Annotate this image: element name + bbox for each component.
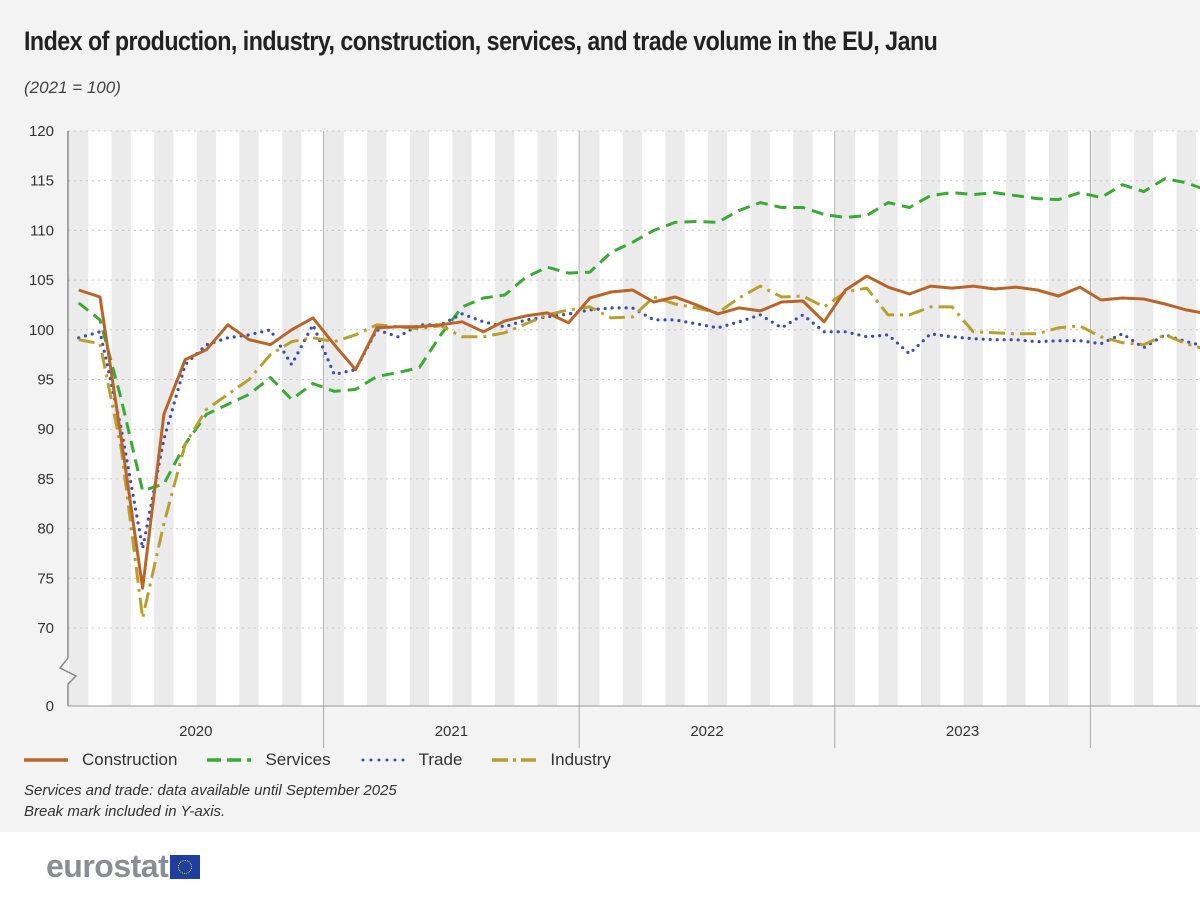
services-swatch (207, 758, 252, 762)
eu-flag-icon (170, 854, 201, 879)
month-stripe (1176, 131, 1196, 706)
chart-subtitle: (2021 = 100) (24, 78, 121, 97)
x-tick-label: 2021 (435, 723, 468, 740)
y-tick-label: 90 (37, 421, 54, 438)
y-tick-label: 105 (29, 272, 54, 289)
month-stripe (622, 131, 643, 706)
series-line-services (77, 177, 1200, 493)
month-stripe (708, 131, 728, 706)
y-axis-ticks: 0 70 75 80 85 90 95 100 105 110 115 120 (29, 123, 54, 715)
month-stripes (68, 131, 1200, 748)
legend-label: Trade (418, 750, 463, 769)
y-tick-label: 0 (46, 698, 54, 715)
month-stripe (750, 131, 770, 706)
month-stripe (452, 131, 472, 706)
industry-swatch (492, 758, 537, 762)
month-stripe (1048, 131, 1069, 706)
month-stripe (111, 131, 131, 706)
series-line-industry (78, 284, 1200, 620)
y-tick-label: 80 (37, 521, 54, 538)
month-stripe (835, 131, 856, 706)
month-stripe (1006, 131, 1026, 706)
footnote-break-mark: Break mark included in Y-axis. (24, 803, 226, 820)
footnote-services-trade: Services and trade: data available until… (24, 782, 397, 799)
chart-title: Index of production, industry, construct… (24, 26, 938, 56)
x-axis-ticks: 20202021202220232024 (179, 723, 979, 740)
series-line-trade (77, 306, 1200, 551)
month-stripe (69, 131, 89, 706)
y-tick-label: 95 (37, 372, 54, 389)
month-stripe (282, 131, 302, 706)
month-stripe (921, 131, 941, 706)
x-tick-label: 2020 (179, 723, 212, 740)
month-stripe (367, 131, 387, 706)
y-tick-label: 100 (29, 322, 54, 339)
eurostat-logo: eurostat (46, 848, 201, 885)
y-tick-label: 85 (37, 471, 54, 488)
line-chart: 0 70 75 80 85 90 95 100 105 110 115 120 2020 2021 202… (29, 123, 1200, 748)
legend-item-industry[interactable]: Industry (492, 750, 611, 770)
month-stripe (793, 131, 813, 706)
x-tick-label: 2023 (946, 723, 979, 740)
x-tick-label: 2022 (690, 723, 723, 740)
legend-label: Industry (550, 750, 611, 769)
month-stripe (963, 131, 983, 706)
month-stripe (580, 131, 600, 706)
axis-break-mark (58, 657, 78, 706)
series-lines (77, 177, 1200, 620)
legend-item-services[interactable]: Services (207, 750, 331, 770)
month-stripe (1091, 131, 1111, 706)
y-tick-label: 75 (37, 570, 54, 587)
logo-text: eurostat (46, 848, 169, 884)
month-stripe (665, 131, 685, 706)
month-stripe (537, 131, 557, 706)
legend-label: Construction (82, 750, 178, 769)
month-stripe (196, 131, 217, 706)
month-stripe (409, 131, 430, 706)
legend: Construction Services Trade Industry (24, 750, 611, 770)
month-stripe (495, 131, 515, 706)
legend-item-trade[interactable]: Trade (361, 750, 463, 770)
y-tick-label: 115 (30, 173, 54, 190)
legend-label: Services (265, 750, 331, 769)
month-stripe (239, 131, 259, 706)
legend-item-construction[interactable]: Construction (24, 750, 177, 770)
y-tick-label: 70 (37, 620, 54, 637)
trade-swatch (361, 758, 405, 762)
construction-swatch (24, 758, 68, 762)
y-tick-label: 120 (29, 123, 54, 140)
y-tick-label: 110 (30, 222, 54, 239)
month-stripe (1134, 131, 1154, 706)
series-line-construction (78, 274, 1200, 590)
month-stripe (324, 131, 344, 706)
gridlines (58, 130, 1200, 707)
month-stripe (878, 131, 898, 706)
